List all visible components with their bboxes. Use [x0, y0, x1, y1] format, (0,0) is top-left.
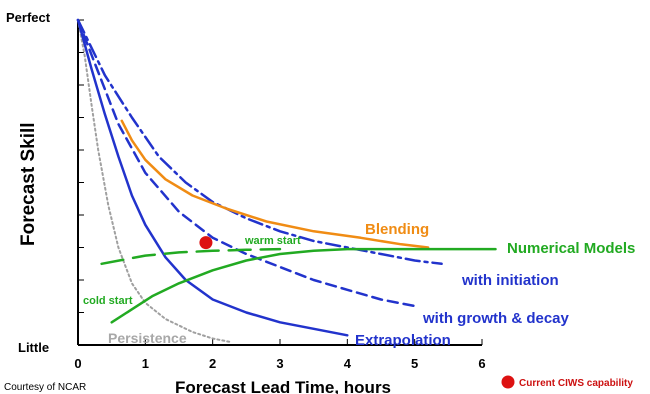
series-label-persistence: Persistence: [108, 330, 187, 346]
annotation-cold-start: cold start: [83, 295, 133, 307]
y-bottom-label: Little: [18, 340, 49, 355]
x-axis-title: Forecast Lead Time, hours: [175, 378, 391, 394]
series-label-with-growth-decay: with growth & decay: [422, 310, 570, 327]
series-line-warm-start: [100, 247, 282, 266]
series-line-with-initiation: [76, 18, 443, 266]
series-line-with-growth-decay: [76, 18, 416, 308]
x-tick-label: 2: [209, 356, 216, 371]
series-label-with-initiation: with initiation: [461, 272, 559, 289]
x-tick-label: 5: [411, 356, 418, 371]
series-label-numerical-models: Numerical Models: [507, 240, 635, 257]
x-tick-label: 1: [142, 356, 149, 371]
y-top-label: Perfect: [6, 10, 51, 25]
legend-dot: [501, 375, 515, 389]
series-label-extrapolation: Extrapolation: [355, 332, 451, 349]
x-tick-label: 6: [478, 356, 485, 371]
series-line-extrapolation: [76, 18, 349, 337]
legend-text: Current CIWS capability: [519, 378, 633, 389]
series-line-blending: [120, 119, 430, 249]
credit-text: Courtesy of NCAR: [4, 382, 86, 393]
series-line-persistence: [77, 19, 231, 343]
series-label-blending: Blending: [365, 221, 429, 238]
x-tick-label: 3: [276, 356, 283, 371]
x-tick-label: 0: [74, 356, 81, 371]
y-axis-title: Forecast Skill: [18, 122, 39, 246]
x-tick-label: 4: [344, 356, 352, 371]
series-line-numerical-models: [110, 247, 497, 324]
series-label-warm-start: warm start: [244, 235, 301, 247]
current-ciws-point: [199, 236, 213, 250]
